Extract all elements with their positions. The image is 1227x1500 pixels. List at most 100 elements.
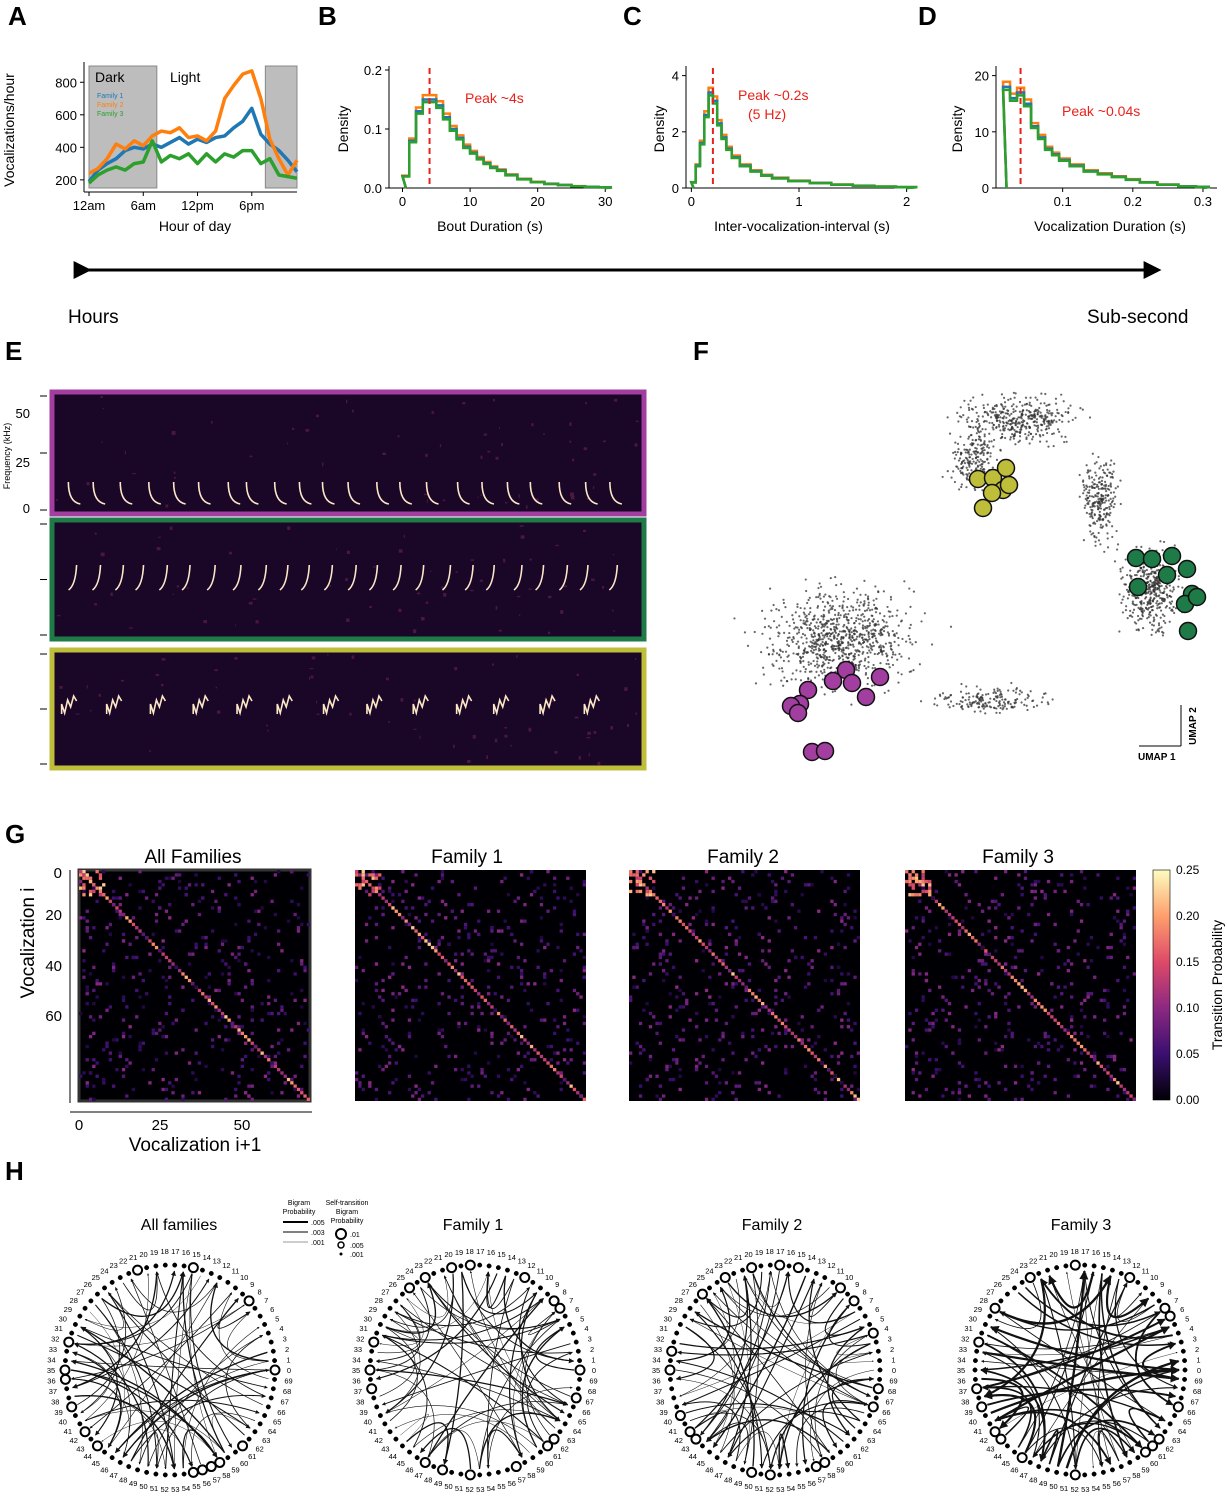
- umap-point: [975, 685, 978, 688]
- umap-point: [981, 694, 984, 697]
- offdiag-cell: [523, 1054, 527, 1059]
- umap-point: [982, 707, 985, 710]
- umap-point: [1101, 525, 1105, 528]
- offdiag-cell: [257, 952, 261, 956]
- offdiag-cell: [546, 1002, 550, 1006]
- noise-speck: [59, 686, 63, 689]
- node-28: [82, 1305, 88, 1311]
- offdiag-cell: [994, 876, 998, 880]
- offdiag-cell: [1033, 889, 1037, 894]
- offdiag-cell: [477, 1005, 481, 1009]
- umap-point: [981, 393, 984, 396]
- vocalization-trace: [232, 564, 242, 591]
- noise-speck: [398, 608, 402, 612]
- umap-point: [1007, 702, 1010, 705]
- offdiag-cell: [247, 969, 251, 973]
- offdiag-cell: [141, 1041, 145, 1045]
- umap-point: [907, 634, 910, 637]
- umap-point: [896, 658, 899, 661]
- offdiag-cell: [257, 922, 261, 927]
- offdiag-cell: [1040, 969, 1044, 973]
- offdiag-cell: [708, 939, 712, 943]
- umap-point: [958, 703, 961, 706]
- umap-point: [1108, 488, 1111, 491]
- offdiag-cell: [840, 982, 844, 986]
- offdiag-cell: [947, 1002, 952, 1006]
- offdiag-cell: [695, 879, 699, 884]
- offdiag-cell: [267, 1071, 271, 1075]
- umap-point: [802, 642, 805, 645]
- umap-point: [978, 460, 981, 463]
- offdiag-cell: [853, 1071, 857, 1075]
- offdiag-cell: [487, 909, 491, 913]
- umap-point: [778, 667, 781, 670]
- umap-point: [987, 446, 991, 449]
- offdiag-cell: [467, 1071, 471, 1075]
- offdiag-cell: [1079, 919, 1084, 923]
- offdiag-cell: [391, 1018, 395, 1022]
- umap-point: [833, 634, 836, 637]
- umap-point: [981, 489, 984, 492]
- offdiag-cell: [1010, 912, 1014, 917]
- vocalization-trace: [105, 693, 123, 716]
- noise-speck: [310, 675, 314, 679]
- offdiag-cell: [273, 1061, 277, 1065]
- offdiag-cell: [197, 899, 202, 903]
- umap-point: [815, 663, 819, 666]
- offdiag-cell: [1056, 1048, 1061, 1052]
- offdiag-cell: [533, 982, 537, 986]
- umap-point: [955, 465, 958, 468]
- node-14: [199, 1267, 205, 1273]
- offdiag-cell: [984, 952, 988, 956]
- umap-point: [982, 453, 985, 457]
- umap-point: [1141, 613, 1144, 617]
- offdiag-cell: [764, 962, 768, 966]
- offdiag-cell: [918, 972, 922, 976]
- umap-point: [974, 405, 977, 409]
- umap-point: [861, 638, 865, 642]
- umap-point: [878, 612, 882, 615]
- diagonal-cell: [204, 995, 208, 999]
- umap-point: [988, 421, 991, 424]
- offdiag-cell: [731, 985, 735, 989]
- offdiag-cell: [374, 982, 379, 986]
- transition-edge: [114, 1351, 268, 1454]
- g-ytick-20: 20: [45, 907, 62, 924]
- noise-speck: [400, 697, 404, 702]
- offdiag-cell: [928, 909, 932, 913]
- offdiag-cell: [767, 916, 771, 920]
- offdiag-cell: [652, 922, 656, 927]
- umap-point: [1021, 404, 1024, 407]
- umap-point: [857, 617, 860, 621]
- cluster-cell: [88, 893, 93, 897]
- offdiag-cell: [951, 1051, 955, 1055]
- umap-point: [1110, 459, 1113, 462]
- umap-point: [1094, 495, 1098, 498]
- umap-point: [912, 669, 915, 672]
- umap-point: [1113, 560, 1117, 563]
- umap-point: [1033, 420, 1036, 423]
- umap-point: [835, 597, 839, 600]
- diagonal-cell: [938, 903, 942, 907]
- node-label-11: 11: [232, 1267, 240, 1276]
- offdiag-cell: [1060, 1044, 1064, 1049]
- umap-point: [1097, 508, 1100, 511]
- umap-point: [1047, 424, 1050, 427]
- offdiag-cell: [493, 949, 497, 953]
- umap-point: [877, 632, 881, 635]
- offdiag-cell: [1070, 995, 1074, 999]
- offdiag-cell: [579, 995, 583, 999]
- offdiag-cell: [655, 1094, 659, 1098]
- noise-speck: [373, 566, 376, 568]
- umap-point: [760, 651, 763, 654]
- umap-point: [865, 609, 869, 612]
- umap-point: [1018, 400, 1022, 404]
- offdiag-cell: [273, 912, 277, 917]
- diagonal-cell: [941, 906, 945, 910]
- noise-speck: [120, 679, 124, 682]
- offdiag-cell: [539, 1018, 544, 1022]
- noise-speck: [624, 687, 628, 692]
- noise-speck: [172, 593, 174, 595]
- umap-point: [1016, 422, 1019, 425]
- offdiag-cell: [496, 1094, 501, 1098]
